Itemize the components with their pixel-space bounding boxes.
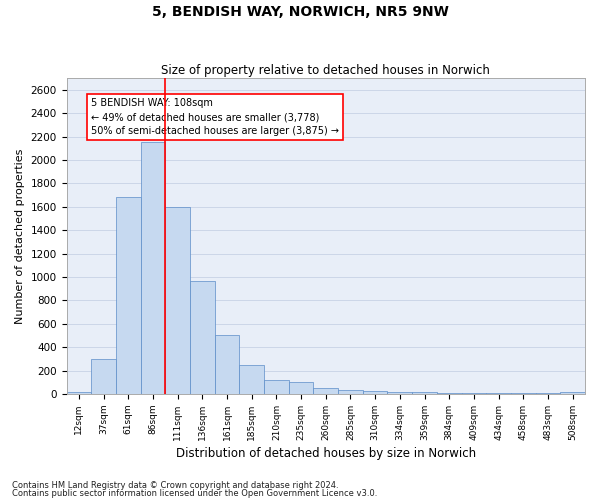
- Bar: [67, 392, 91, 394]
- Bar: [289, 382, 313, 394]
- Bar: [190, 280, 215, 394]
- Text: 5, BENDISH WAY, NORWICH, NR5 9NW: 5, BENDISH WAY, NORWICH, NR5 9NW: [152, 5, 448, 19]
- Bar: [140, 142, 165, 394]
- Bar: [313, 388, 338, 394]
- Bar: [239, 366, 264, 394]
- Bar: [437, 393, 461, 394]
- Bar: [461, 393, 486, 394]
- Bar: [91, 359, 116, 394]
- Y-axis label: Number of detached properties: Number of detached properties: [15, 148, 25, 324]
- Bar: [116, 198, 140, 394]
- Bar: [560, 392, 585, 394]
- Bar: [165, 207, 190, 394]
- X-axis label: Distribution of detached houses by size in Norwich: Distribution of detached houses by size …: [176, 447, 476, 460]
- Bar: [412, 392, 437, 394]
- Bar: [363, 392, 388, 394]
- Bar: [486, 393, 511, 394]
- Text: Contains HM Land Registry data © Crown copyright and database right 2024.: Contains HM Land Registry data © Crown c…: [12, 480, 338, 490]
- Text: Contains public sector information licensed under the Open Government Licence v3: Contains public sector information licen…: [12, 489, 377, 498]
- Bar: [338, 390, 363, 394]
- Bar: [215, 336, 239, 394]
- Text: 5 BENDISH WAY: 108sqm
← 49% of detached houses are smaller (3,778)
50% of semi-d: 5 BENDISH WAY: 108sqm ← 49% of detached …: [91, 98, 339, 136]
- Bar: [388, 392, 412, 394]
- Bar: [264, 380, 289, 394]
- Title: Size of property relative to detached houses in Norwich: Size of property relative to detached ho…: [161, 64, 490, 77]
